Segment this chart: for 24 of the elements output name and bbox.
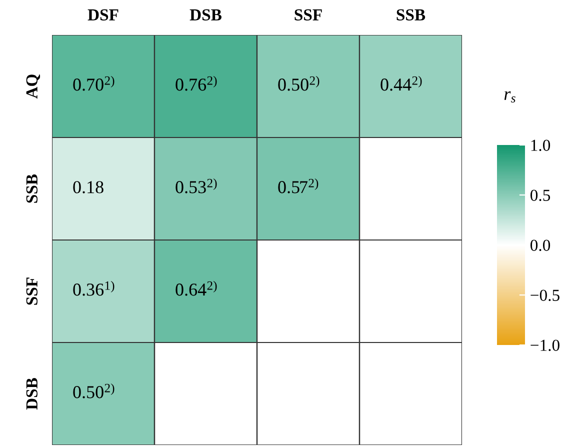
- data-label: 0.50$^{2)}$: [73, 383, 114, 398]
- y-tick-label: SSF: [26, 278, 38, 305]
- data-label: 0.50$^{2)}$: [278, 76, 320, 91]
- color-bar-label: −1.0: [530, 340, 560, 352]
- y-tick-label: AQ: [26, 74, 40, 99]
- x-tick-label: SSF: [294, 9, 322, 21]
- x-tick-label: DSB: [190, 9, 222, 21]
- color-bar-label: −0.5: [530, 290, 560, 302]
- color-bar-label: 0.0: [530, 240, 550, 252]
- x-tick-label: SSB: [396, 9, 426, 21]
- x-tick-label: DSF: [88, 9, 118, 21]
- color-bar-label: 1.0: [531, 140, 550, 152]
- color-bar-label: 0.5: [530, 190, 550, 202]
- data-label: 0.76$^{2)}$: [176, 76, 217, 91]
- data-label: 0.53$^{2)}$: [176, 178, 217, 194]
- y-tick-label: SSB: [26, 174, 38, 203]
- data-label: 0.64$^{2)}$: [176, 280, 217, 296]
- y-tick-label: DSB: [26, 378, 38, 410]
- data-label: 0.70$^{2)}$: [73, 76, 114, 91]
- data-label: 0.44$^{2)}$: [380, 76, 422, 91]
- data-label: 0.57$^{2)}$: [278, 178, 318, 194]
- data-label: 0.18: [73, 181, 104, 194]
- color-bar-title: r$_{s}$: [504, 91, 516, 102]
- data-label: 0.36$^{1)}$: [73, 280, 114, 296]
